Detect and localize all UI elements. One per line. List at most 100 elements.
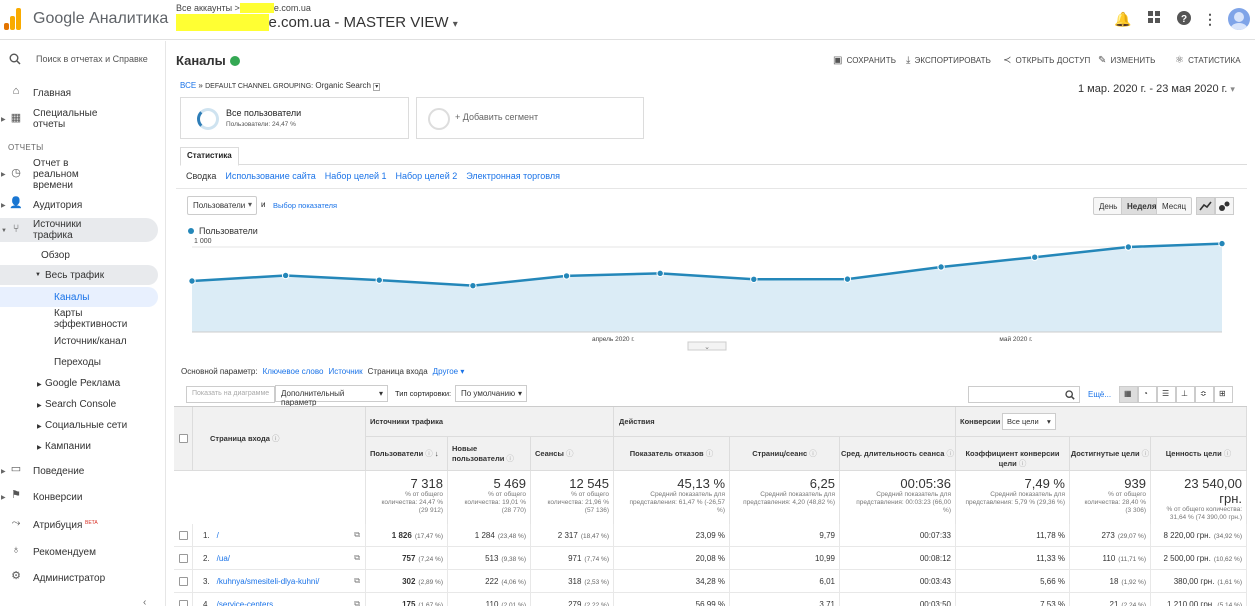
sidebar-item-search-console[interactable]: ▶ Search Console [37,399,117,410]
view-selector[interactable]: xxxxxxxe.com.ua - MASTER VIEW ▾ [176,14,458,31]
insights-button[interactable]: ⚛ СТАТИСТИКА [1175,55,1241,66]
table-search-input[interactable] [968,386,1080,403]
sidebar-item-custom-reports[interactable]: ▶ ▦ Специальные отчеты [1,108,98,130]
avatar[interactable] [1228,8,1250,30]
help-icon[interactable]: ⓘ [944,449,955,458]
sidebar-search-input[interactable]: Поиск в отчетах и Справке [36,54,148,64]
data-point[interactable] [937,263,945,271]
help-icon[interactable]: ⓘ [1016,459,1027,468]
sidebar-item-behavior[interactable]: ▶ ▭ Поведение [1,463,85,478]
data-point[interactable] [1218,239,1226,248]
col-users[interactable]: Пользователи ⓘ ↓ [366,437,448,471]
more-vert-icon[interactable]: ⋮ [1203,11,1217,27]
subtab-site-usage[interactable]: Использование сайта [225,171,316,181]
sidebar-item-discover[interactable]: ♁ Рекомендуем [0,545,158,559]
add-segment-button[interactable]: + Добавить сегмент [416,97,644,139]
col-goal-value[interactable]: Ценность цели ⓘ [1151,437,1247,471]
col-new-users[interactable]: Новые пользователи ⓘ [448,437,531,471]
landing-page-link[interactable]: /kuhnya/smesiteli-dlya-kuhni/ [216,577,320,586]
row-checkbox[interactable] [179,531,188,540]
tab-explorer[interactable]: Статистика [180,147,239,166]
subtab-summary[interactable]: Сводка [186,171,217,181]
open-link-icon[interactable]: ⧉ [354,553,360,562]
subtab-goal-set-2[interactable]: Набор целей 2 [395,171,458,181]
segment-all-users[interactable]: Все пользователи Пользователи: 24,47 % [180,97,409,139]
col-goal-conversion-rate[interactable]: Коэффициент конверсии цели ⓘ [956,437,1070,471]
edit-button[interactable]: ✎ ИЗМЕНИТЬ [1098,55,1156,66]
help-icon[interactable]: ⓘ [563,449,574,458]
metric-select[interactable]: Пользователи [187,196,257,215]
data-point[interactable] [750,275,758,283]
performance-view-icon[interactable]: ☰ [1157,386,1176,403]
select-metric-link[interactable]: Выбор показателя [273,201,338,210]
chart-resize-handle[interactable] [687,341,727,351]
week-button[interactable]: Неделя [1121,197,1163,215]
sidebar-item-conversions[interactable]: ▶ ⚑ Конверсии [1,489,83,504]
data-point[interactable] [1124,243,1133,251]
col-sessions[interactable]: Сеансы ⓘ [531,437,614,471]
data-point[interactable] [656,269,664,278]
comparison-view-icon[interactable]: ⊥ [1176,386,1195,403]
help-icon[interactable]: ⓘ [423,449,433,458]
data-point[interactable] [843,275,852,283]
dim-other[interactable]: Другое ▾ [432,367,465,376]
col-landing-page[interactable]: Страница входа ⓘ [193,407,366,471]
select-all-checkbox[interactable] [179,434,188,443]
help-icon[interactable]: ⓘ [703,449,714,458]
row-checkbox[interactable] [179,577,188,586]
day-button[interactable]: День [1093,197,1124,215]
sidebar-item-google-ads[interactable]: ▶ Google Реклама [37,378,121,389]
date-range-picker[interactable]: 1 мар. 2020 г. - 23 мая 2020 г. ▾ [1078,83,1235,95]
row-checkbox[interactable] [179,600,188,606]
analytics-logo-icon[interactable] [4,8,22,30]
help-icon[interactable]: ? [1175,10,1193,28]
subtab-ecommerce[interactable]: Электронная торговля [466,171,560,181]
data-point[interactable] [469,281,477,290]
row-checkbox[interactable] [179,554,188,563]
account-breadcrumb[interactable]: Все аккаунты >··e.com.ua [176,3,311,13]
sidebar-item-treemaps[interactable]: Карты эффективности [54,308,128,330]
sidebar-item-admin[interactable]: ⚙ Администратор [0,571,158,585]
help-icon[interactable]: ⓘ [807,449,817,458]
save-button[interactable]: ▣ СОХРАНИТЬ [833,55,897,66]
sidebar-item-acquisition[interactable]: ▼ ⑂ Источники трафика [0,218,158,242]
advanced-filter-link[interactable]: Ещё... [1088,390,1112,399]
line-chart-toggle[interactable] [1196,197,1215,215]
subtab-goal-set-1[interactable]: Набор целей 1 [324,171,387,181]
channel-selector[interactable]: Organic Search [315,81,371,90]
goal-select[interactable]: Все цели ▾ [1002,413,1056,430]
sort-desc-icon[interactable]: ↓ [432,449,439,458]
pie-view-icon[interactable]: ◔ [1138,386,1157,403]
dim-source[interactable]: Источник [328,367,363,376]
open-link-icon[interactable]: ⧉ [354,576,360,585]
help-icon[interactable]: ⓘ [1139,449,1150,458]
motion-chart-toggle[interactable] [1215,197,1234,215]
sidebar-search[interactable]: Поиск в отчетах и Справке [8,51,158,71]
collapse-sidebar-icon[interactable]: ‹ [143,597,147,606]
plot-rows-button[interactable]: Показать на диаграмме [186,386,276,403]
pivot-view-icon[interactable]: ⊞ [1214,386,1233,403]
help-icon[interactable]: ⓘ [504,454,514,463]
month-button[interactable]: Месяц [1156,197,1193,215]
landing-page-link[interactable]: / [216,531,219,540]
col-goal-completions[interactable]: Достигнутые цели ⓘ [1070,437,1151,471]
data-point[interactable] [1031,253,1039,261]
landing-page-link[interactable]: /ua/ [216,554,231,563]
data-point[interactable] [562,272,571,280]
share-button[interactable]: ≺ ОТКРЫТЬ ДОСТУП [1003,55,1091,66]
col-bounce-rate[interactable]: Показатель отказов ⓘ [614,437,730,471]
sidebar-item-audience[interactable]: ▶ 👤 Аудитория [1,197,83,212]
data-point[interactable] [188,277,196,285]
sidebar-item-all-traffic[interactable]: ▼ Весь трафик [0,265,158,285]
sidebar-item-realtime[interactable]: ▶ ◷ Отчет в реальном времени [1,158,79,191]
col-pages-per-session[interactable]: Страниц/сеанс ⓘ [730,437,840,471]
sidebar-item-source-medium[interactable]: Источник/канал [54,336,127,347]
dim-keyword[interactable]: Ключевое слово [262,367,324,376]
sidebar-item-home[interactable]: ⌂ Главная [0,86,158,100]
apps-grid-icon[interactable] [1145,10,1163,28]
sidebar-item-channels[interactable]: Каналы [0,287,158,307]
bell-icon[interactable]: 🔔 [1114,11,1132,27]
term-cloud-icon[interactable]: ≎ [1195,386,1214,403]
open-link-icon[interactable]: ⧉ [354,599,360,606]
export-button[interactable]: ⤓ ЭКСПОРТИРОВАТЬ [906,55,991,66]
